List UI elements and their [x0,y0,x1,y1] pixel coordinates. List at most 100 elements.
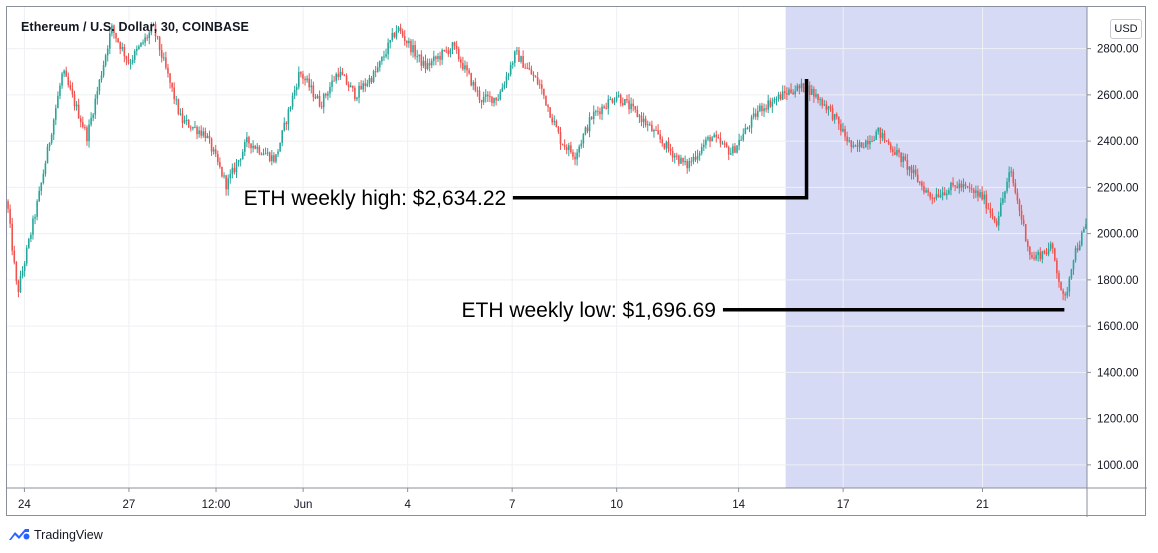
candle-body [688,161,691,169]
candle-body [649,124,651,126]
price-chart[interactable]: 1000.00 1200.00 1400.00 1600.00 1800.00 2000.… [7,7,1147,517]
candle-body [329,86,331,94]
candle-body [541,84,543,89]
candle-body [943,192,946,196]
candle-body [721,143,724,145]
candle-body [831,107,834,120]
candle-body [422,60,425,66]
candle-body [314,96,317,99]
candle-body [717,137,720,139]
price-tick-label: 1400.00 [1097,367,1139,379]
candle-body [588,117,591,132]
candle-body [833,114,836,120]
candle-body [426,63,429,69]
candle-body [136,48,138,51]
candle-body [900,152,902,162]
time-axis[interactable]: 24 27 12:00 Jun 4 7 10 14 17 21 [18,488,989,511]
candle-body [995,221,998,226]
candle-body [441,50,443,60]
candle-body [57,95,59,109]
candle-body [850,140,853,147]
candle-body [530,69,533,75]
candle-body [457,48,460,60]
candle-body [146,37,148,39]
candle-body [624,99,626,106]
candle-body [578,146,580,153]
candle-body [123,47,126,57]
candle-body [871,140,873,142]
candle-body [862,147,865,149]
candle-body [148,32,151,39]
candle-body [395,31,398,38]
price-tick-label: 1800.00 [1097,275,1139,287]
candle-body [1083,228,1085,233]
candle-body [439,56,441,60]
candle-body [694,156,697,160]
candle-body [443,50,445,52]
candle-body [470,73,472,86]
candle-body [84,127,86,129]
candle-body [626,99,628,101]
candle-body [730,153,732,155]
candle-body [79,118,82,123]
candle-body [798,85,801,89]
candle-body [696,155,699,160]
currency-button[interactable]: USD [1110,19,1142,39]
candle-body [331,80,333,87]
candle-body [732,146,734,154]
candle-body [977,190,979,197]
candle-body [1035,255,1037,259]
candle-body [9,208,11,224]
candle-body [279,142,281,152]
candle-body [970,188,973,190]
candles [7,21,1087,301]
candle-body [345,75,348,85]
candle-body [923,186,925,193]
price-axis[interactable]: 1000.00 1200.00 1400.00 1600.00 1800.00 2000.… [1087,44,1139,472]
candle-body [1043,251,1046,253]
chart-title: Ethereum / U.S. Dollar, 30, COINBASE [21,20,249,34]
candle-body [82,122,84,128]
candle-body [514,51,516,63]
candle-body [921,182,923,187]
candle-body [927,190,929,193]
candle-body [856,145,859,147]
candle-body [109,33,111,49]
candle-body [140,42,142,47]
candle-body [638,115,641,117]
candle-body [1074,248,1077,261]
candle-body [484,94,487,97]
candle-body [829,106,832,108]
candle-body [86,127,88,142]
candle-body [397,27,400,32]
candle-body [1078,245,1081,251]
candle-body [63,70,65,74]
candle-body [181,113,184,123]
candle-body [761,105,763,112]
candle-body [102,65,105,76]
candle-body [349,85,352,88]
candle-body [867,140,869,145]
candle-body [663,143,666,149]
candle-body [208,135,211,139]
candle-body [410,40,412,53]
candle-body [715,134,718,138]
candle-body [673,155,676,158]
candle-body [979,192,981,197]
candle-body [671,151,674,158]
brand[interactable]: TradingView [8,526,103,544]
candle-body [516,50,518,52]
price-tick-label: 2600.00 [1097,90,1139,102]
candle-body [306,78,308,81]
candle-body [221,166,223,177]
candle-body [661,139,664,144]
candle-body [568,145,570,151]
candle-body [713,134,715,138]
candle-body [316,95,319,99]
candle-body [138,46,140,49]
candle-body [169,73,171,83]
candle-body [387,42,389,55]
candle-body [619,95,622,104]
candle-body [364,83,367,86]
candle-body [592,111,595,119]
